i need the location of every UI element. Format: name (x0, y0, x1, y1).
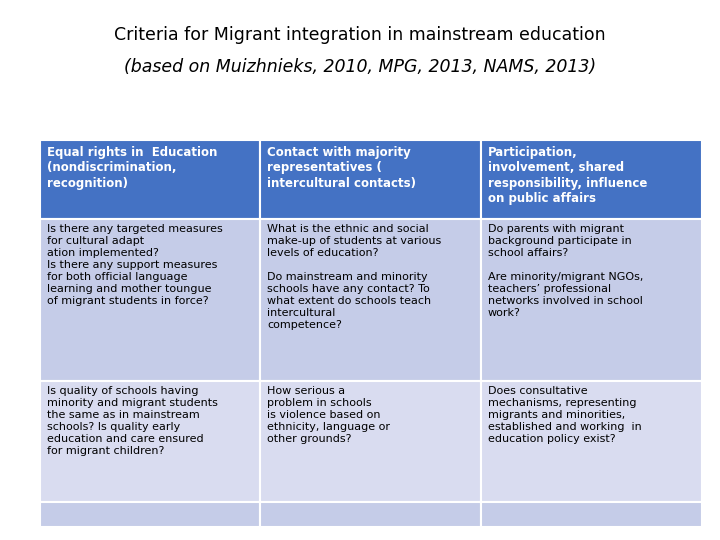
Bar (260, 140, 481, 219)
Bar (481, 502, 702, 526)
Text: Is there any targeted measures
for cultural adapt
ation implemented?
Is there an: Is there any targeted measures for cultu… (47, 224, 222, 306)
Text: (based on Muizhnieks, 2010, MPG, 2013, NAMS, 2013): (based on Muizhnieks, 2010, MPG, 2013, N… (124, 58, 596, 77)
Bar (40, 502, 260, 526)
Bar (40, 140, 260, 219)
Text: Participation,
involvement, shared
responsibility, influence
on public affairs: Participation, involvement, shared respo… (488, 146, 647, 205)
Bar (40, 381, 260, 502)
Bar (260, 381, 481, 502)
Text: Does consultative
mechanisms, representing
migrants and minorities,
established : Does consultative mechanisms, representi… (488, 386, 642, 444)
Bar (40, 219, 260, 381)
Text: Criteria for Migrant integration in mainstream education: Criteria for Migrant integration in main… (114, 26, 606, 44)
Bar (260, 219, 481, 381)
Text: Contact with majority
representatives (
intercultural contacts): Contact with majority representatives ( … (267, 146, 416, 190)
Bar (481, 381, 702, 502)
Text: Do parents with migrant
background participate in
school affairs?

Are minority/: Do parents with migrant background parti… (488, 224, 644, 318)
Text: How serious a
problem in schools
is violence based on
ethnicity, language or
oth: How serious a problem in schools is viol… (267, 386, 390, 444)
Bar (481, 140, 702, 219)
Text: Equal rights in  Education
(nondiscrimination,
recognition): Equal rights in Education (nondiscrimina… (47, 146, 217, 190)
Text: Is quality of schools having
minority and migrant students
the same as in mainst: Is quality of schools having minority an… (47, 386, 217, 456)
Bar (260, 502, 481, 526)
Text: What is the ethnic and social
make-up of students at various
levels of education: What is the ethnic and social make-up of… (267, 224, 441, 330)
Bar (481, 219, 702, 381)
